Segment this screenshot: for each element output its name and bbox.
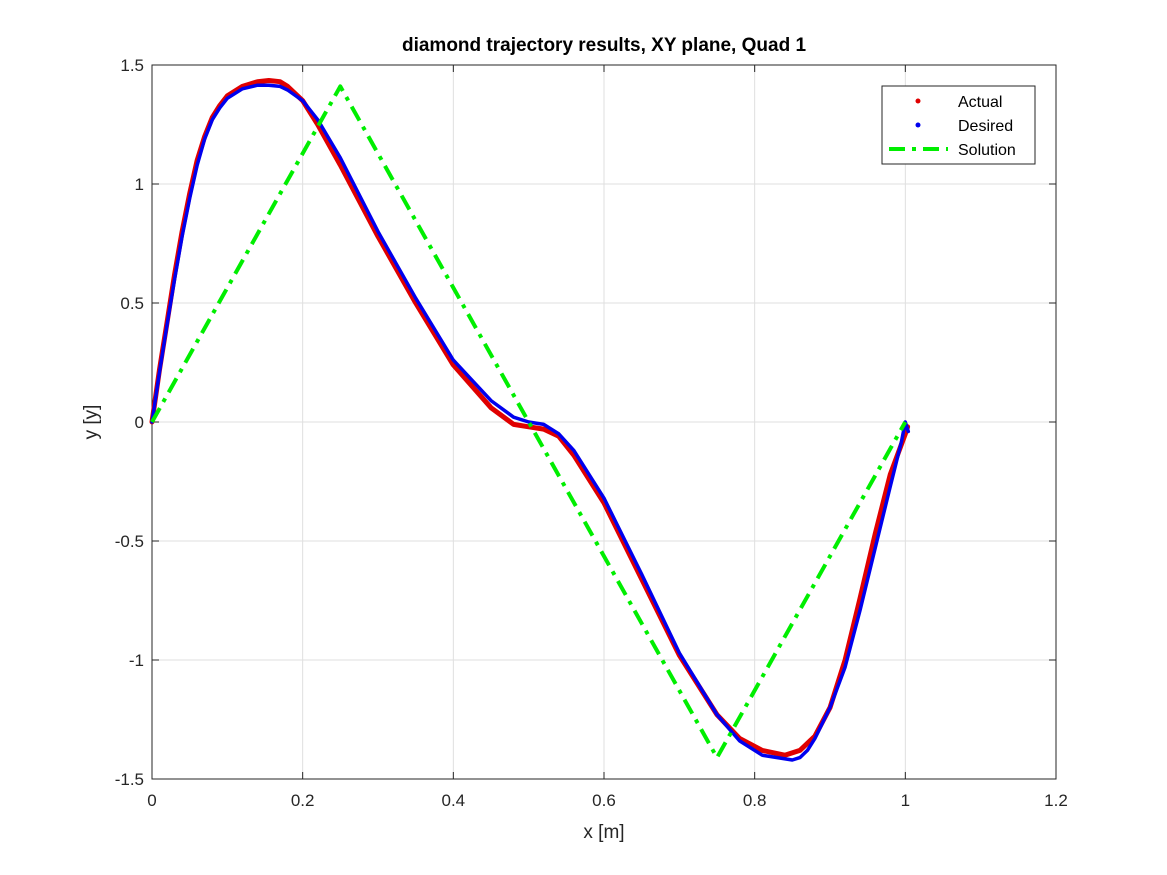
- y-tick-label: 1.5: [120, 56, 144, 75]
- legend-label-desired: Desired: [958, 118, 1013, 135]
- x-tick-label: 0.6: [592, 791, 616, 810]
- legend-item-actual: Actual: [915, 94, 1002, 111]
- y-tick-label: -1.5: [115, 770, 144, 789]
- y-tick-label: -1: [129, 651, 144, 670]
- grid: [151, 64, 1057, 780]
- y-tick-label: 0.5: [120, 294, 144, 313]
- series-layer: [149, 78, 911, 762]
- chart-title: diamond trajectory results, XY plane, Qu…: [402, 35, 806, 56]
- legend-item-desired: Desired: [915, 118, 1013, 135]
- x-tick-label: 0: [147, 791, 156, 810]
- y-tick-label: -0.5: [115, 532, 144, 551]
- x-tick-label: 0.4: [442, 791, 466, 810]
- x-tick-label: 0.8: [743, 791, 767, 810]
- legend-swatch-actual: [915, 98, 921, 104]
- legend-box: [881, 85, 1036, 165]
- series-solution-line: [150, 84, 908, 760]
- series-desired-line: [150, 83, 911, 762]
- x-tick-label: 1: [901, 791, 910, 810]
- y-tick-label: 1: [135, 175, 144, 194]
- x-axis-label: x [m]: [583, 822, 624, 843]
- series-actual-line: [149, 78, 911, 758]
- x-tick-label: 1.2: [1044, 791, 1068, 810]
- legend-item-solution: Solution: [889, 142, 1016, 159]
- x-tick-label: 0.2: [291, 791, 315, 810]
- axis-ticks: 0 0.2 0.4 0.6 0.8 1 1.2 -1.5 -1 -0.5 0 0.5 1 1.5: [115, 56, 1068, 810]
- y-tick-label: 0: [135, 413, 144, 432]
- y-axis-label: y [y]: [81, 405, 102, 440]
- legend-label-actual: Actual: [958, 94, 1002, 111]
- legend-swatch-desired: [915, 122, 921, 128]
- legend: Actual Desired Solution: [881, 85, 1036, 165]
- legend-label-solution: Solution: [958, 142, 1016, 159]
